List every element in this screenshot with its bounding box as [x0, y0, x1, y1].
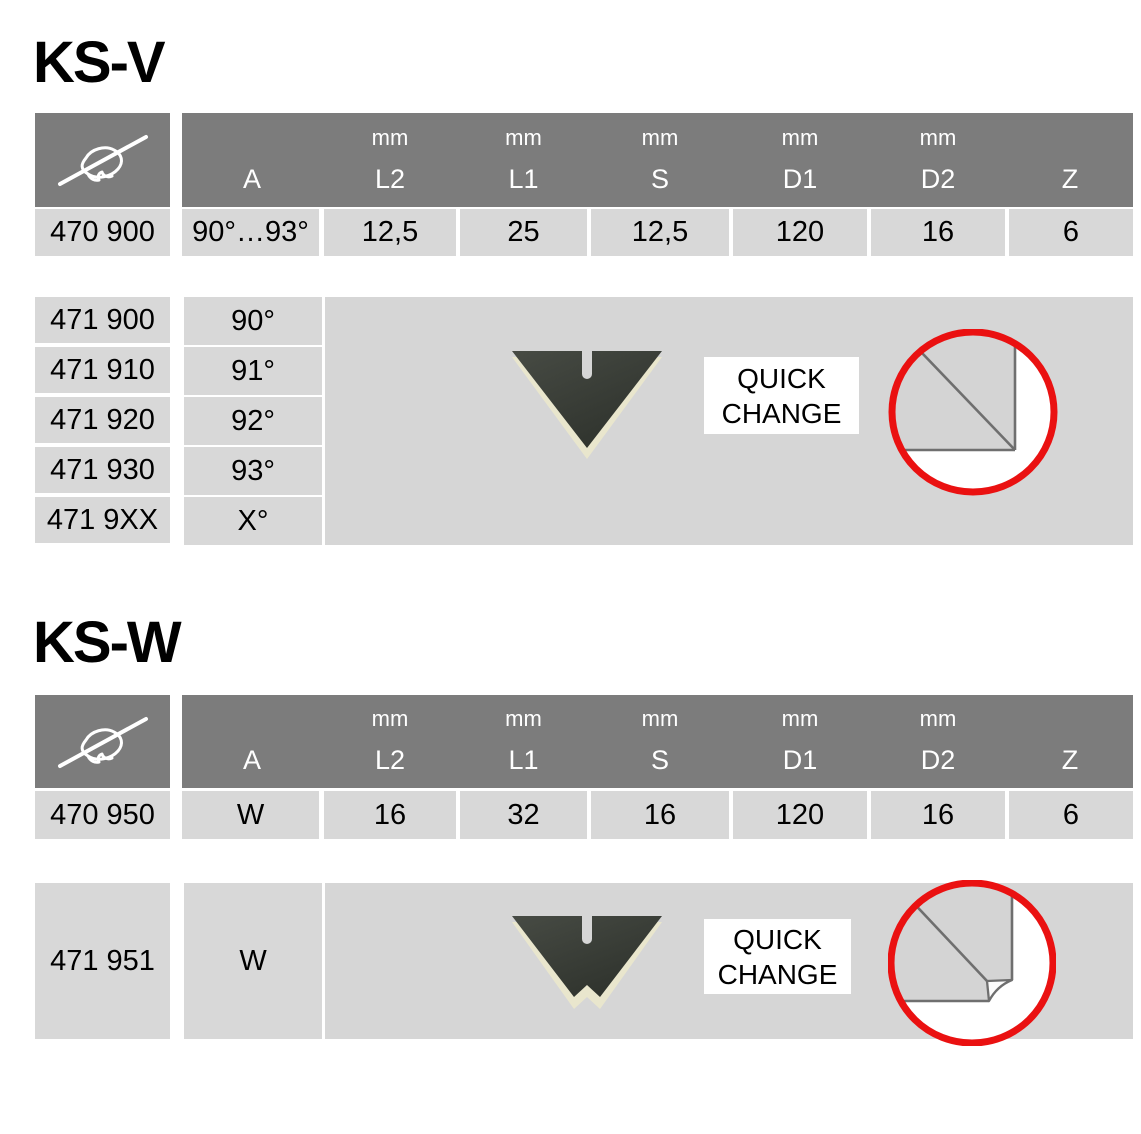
column-header-a: A	[242, 164, 261, 194]
value-cell-a: 90°…93°	[182, 209, 319, 256]
column-header-l1: mm L1	[505, 125, 542, 194]
order-column-header-ksv	[35, 113, 170, 207]
value-cell-s: 16	[591, 791, 729, 839]
writing-hand-icon	[57, 716, 148, 768]
column-header-s: mm S	[641, 706, 679, 775]
value-cell-a: W	[182, 791, 319, 839]
variant-angle-cell: 92°	[184, 397, 322, 445]
quick-change-badge: QUICK CHANGE	[704, 919, 851, 994]
section-title-ksv: KS-V	[33, 30, 166, 95]
variant-order-cell: 471 930	[35, 447, 170, 493]
order-column-header-ksw	[35, 695, 170, 788]
column-header-d1: mm D1	[781, 125, 819, 194]
column-header-z: Z	[1061, 164, 1079, 194]
w-blade-image	[512, 916, 662, 1009]
column-header-d1: mm D1	[781, 706, 819, 775]
value-cell-l1: 32	[460, 791, 587, 839]
column-header-l1: mm L1	[505, 706, 542, 775]
variant-angle-cell: X°	[184, 497, 322, 545]
variant-order-cell: 471 951	[35, 883, 170, 1039]
table-header-ksw: A mm L2 mm L1 mm S mm D1 mm D2 Z	[182, 695, 1133, 788]
value-cell-d2: 16	[871, 791, 1005, 839]
quick-change-line2: CHANGE	[717, 958, 838, 990]
column-header-a: A	[242, 745, 261, 775]
column-header-z: Z	[1061, 745, 1079, 775]
column-header-s: mm S	[641, 125, 679, 194]
variant-angle-cell: 93°	[184, 447, 322, 495]
column-header-d2: mm D2	[919, 125, 957, 194]
corner-profile-v-icon	[888, 329, 1058, 496]
value-cell-z: 6	[1009, 791, 1133, 839]
order-number-cell: 470 900	[35, 209, 170, 256]
v-blade-image	[512, 351, 662, 459]
corner-profile-w-icon	[888, 880, 1056, 1046]
variant-order-cell: 471 910	[35, 347, 170, 393]
column-header-l2: mm L2	[371, 706, 409, 775]
writing-hand-icon	[57, 135, 148, 186]
column-header-d2: mm D2	[919, 706, 957, 775]
variant-order-cell: 471 9XX	[35, 497, 170, 543]
variant-angle-cell: 91°	[184, 347, 322, 395]
section-title-ksw: KS-W	[33, 610, 182, 675]
value-cell-l2: 12,5	[324, 209, 456, 256]
value-cell-d1: 120	[733, 209, 867, 256]
table-header-ksv: A mm L2 mm L1 mm S mm D1 mm D2 Z	[182, 113, 1133, 207]
quick-change-line1: QUICK	[737, 362, 826, 394]
variant-order-cell: 471 920	[35, 397, 170, 443]
value-cell-d1: 120	[733, 791, 867, 839]
quick-change-line1: QUICK	[733, 923, 822, 955]
value-cell-s: 12,5	[591, 209, 729, 256]
order-number-cell: 470 950	[35, 791, 170, 839]
variant-angle-cell: W	[184, 883, 322, 1039]
variant-order-cell: 471 900	[35, 297, 170, 343]
value-cell-l1: 25	[460, 209, 587, 256]
quick-change-line2: CHANGE	[721, 397, 842, 429]
value-cell-z: 6	[1009, 209, 1133, 256]
variant-angle-cell: 90°	[184, 297, 322, 345]
value-cell-d2: 16	[871, 209, 1005, 256]
quick-change-badge: QUICK CHANGE	[704, 357, 859, 434]
value-cell-l2: 16	[324, 791, 456, 839]
column-header-l2: mm L2	[371, 125, 409, 194]
